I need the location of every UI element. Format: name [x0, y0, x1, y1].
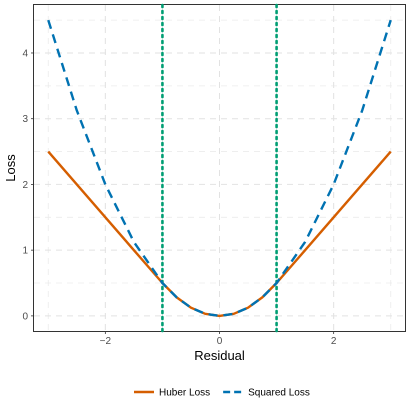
- y-axis-title: Loss: [3, 154, 18, 182]
- legend: Huber Loss Squared Loss: [134, 388, 310, 399]
- y-tick-label: 4: [22, 48, 28, 59]
- legend-label-squared-loss: Squared Loss: [248, 388, 310, 399]
- reference-lines-layer: [161, 3, 278, 333]
- x-tick-label: 2: [331, 336, 337, 347]
- y-tick-label: 0: [22, 311, 28, 322]
- axis-layer: −2 0 2 0 1 2 3 4: [22, 48, 336, 347]
- x-tick-label: −2: [100, 336, 112, 347]
- x-tick-label: 0: [217, 336, 223, 347]
- squared-loss-line: [47, 19, 392, 318]
- y-tick-label: 3: [22, 114, 28, 125]
- huber-loss-line: [47, 150, 392, 318]
- series-layer: [47, 19, 392, 318]
- grid-layer: [34, 5, 405, 331]
- y-tick-label: 1: [22, 246, 28, 257]
- y-tick-label: 2: [22, 180, 28, 191]
- legend-label-huber-loss: Huber Loss: [159, 388, 210, 399]
- x-axis-title: Residual: [194, 348, 245, 363]
